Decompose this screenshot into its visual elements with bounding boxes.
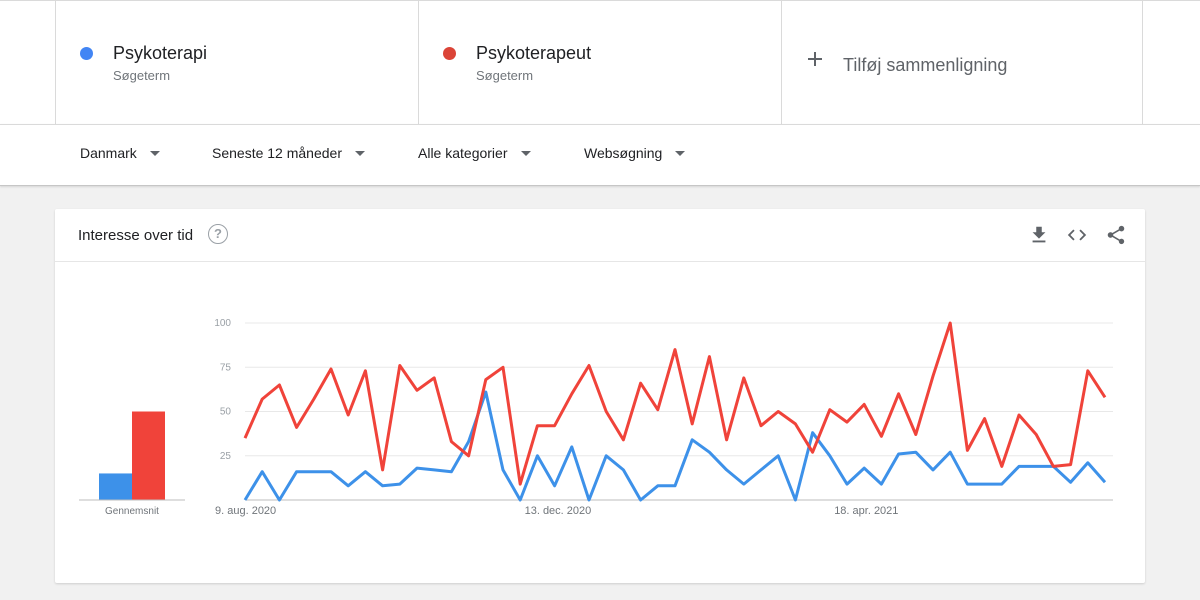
term-type: Søgeterm: [113, 68, 171, 83]
plus-icon: [806, 50, 826, 70]
card-title: Interesse over tid: [78, 227, 194, 244]
interest-over-time-chart: 25 50 75 100 Gennemsnit 9. aug. 2020 13. dec…: [79, 318, 1113, 517]
add-comparison-label: Tilføj sammenligning: [843, 55, 1008, 75]
y-tick-label: 75: [220, 362, 232, 373]
comparison-terms-bar: Psykoterapi Søgeterm Psykoterapeut Søget…: [0, 0, 1200, 125]
term-color-dot-icon: [443, 47, 456, 60]
period-label: Seneste 12 måneder: [212, 145, 342, 161]
embed-code-icon[interactable]: [1066, 224, 1088, 246]
term-card-psykoterapi[interactable]: Psykoterapi Søgeterm: [55, 1, 418, 125]
x-tick-label: 13. dec. 2020: [525, 505, 592, 517]
series-line-psykoterapi[interactable]: [243, 390, 1107, 502]
share-icon[interactable]: [1105, 224, 1127, 246]
x-tick-label: 9. aug. 2020: [215, 505, 276, 517]
series-line-psykoterapeut[interactable]: [243, 321, 1107, 486]
filter-bar: Danmark Seneste 12 måneder Alle kategori…: [0, 124, 1200, 186]
term-color-dot-icon: [80, 47, 93, 60]
y-tick-label: 50: [220, 407, 232, 418]
chevron-down-icon: [149, 150, 160, 156]
term-card-psykoterapeut[interactable]: Psykoterapeut Søgeterm: [418, 1, 781, 125]
x-tick-label: 18. apr. 2021: [834, 505, 898, 517]
help-circle-icon[interactable]: ?: [208, 224, 228, 244]
average-bar-psykoterapi[interactable]: [99, 473, 132, 500]
card-header: Interesse over tid ?: [55, 209, 1145, 262]
chevron-down-icon: [354, 150, 365, 156]
search-type-label: Websøgning: [584, 145, 663, 161]
average-label: Gennemsnit: [105, 506, 159, 517]
chevron-down-icon: [675, 150, 686, 156]
download-icon[interactable]: [1028, 224, 1050, 246]
region-label: Danmark: [80, 145, 137, 161]
category-label: Alle kategorier: [418, 145, 508, 161]
term-type: Søgeterm: [476, 68, 534, 83]
series-lines: [243, 321, 1107, 502]
chevron-down-icon: [520, 150, 531, 156]
add-comparison-button[interactable]: Tilføj sammenligning: [781, 1, 1143, 125]
category-dropdown[interactable]: Alle kategorier: [418, 145, 531, 161]
period-dropdown[interactable]: Seneste 12 måneder: [212, 145, 365, 161]
x-axis-labels: 9. aug. 2020 13. dec. 2020 18. apr. 2021: [215, 505, 898, 517]
y-tick-label: 25: [220, 451, 232, 462]
interest-over-time-card: Interesse over tid ? 25 50 75 100 Gennemsni…: [55, 209, 1145, 583]
average-bar-psykoterapeut[interactable]: [132, 411, 165, 501]
term-name: Psykoterapeut: [476, 43, 592, 63]
term-name: Psykoterapi: [113, 43, 208, 63]
region-dropdown[interactable]: Danmark: [80, 145, 160, 161]
search-type-dropdown[interactable]: Websøgning: [584, 145, 686, 161]
average-bars: Gennemsnit: [79, 411, 185, 517]
y-tick-label: 100: [214, 318, 231, 329]
